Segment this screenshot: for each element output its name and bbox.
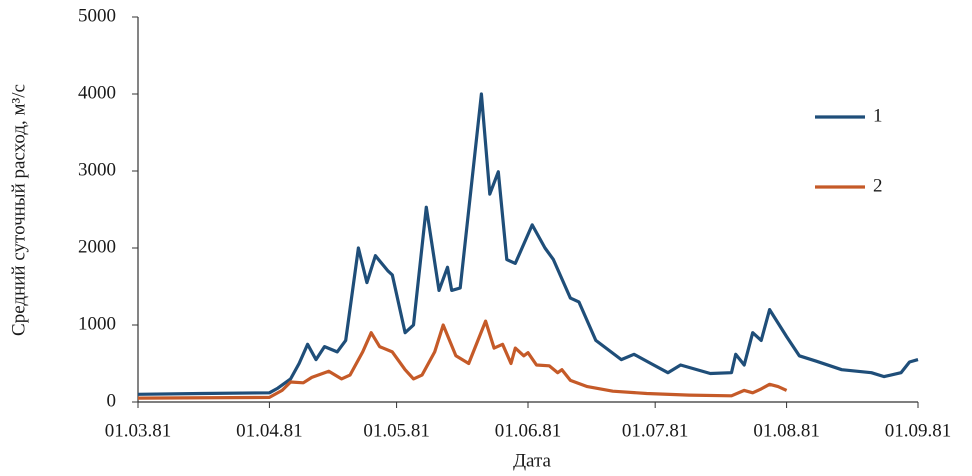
y-axis-title: Средний суточный расход, м³/с: [8, 84, 29, 336]
y-tick-label: 4000: [78, 82, 116, 103]
y-tick-label: 0: [107, 390, 117, 411]
legend-label: 2: [873, 175, 883, 196]
x-tick-label: 01.07.81: [622, 420, 689, 441]
x-axis-title: Дата: [513, 450, 551, 471]
series-line: [137, 92, 919, 396]
y-tick-label: 1000: [78, 313, 116, 334]
y-tick-label: 5000: [78, 5, 116, 26]
x-tick-label: 01.08.81: [753, 420, 820, 441]
x-tick-label: 01.09.81: [885, 420, 952, 441]
x-tick-label: 01.06.81: [495, 420, 562, 441]
legend-label: 1: [873, 105, 883, 126]
x-tick-label: 01.05.81: [363, 420, 430, 441]
x-tick-label: 01.03.81: [105, 420, 172, 441]
series-line: [137, 319, 788, 400]
y-tick-label: 2000: [78, 236, 116, 257]
x-tick-label: 01.04.81: [236, 420, 303, 441]
y-tick-label: 3000: [78, 159, 116, 180]
